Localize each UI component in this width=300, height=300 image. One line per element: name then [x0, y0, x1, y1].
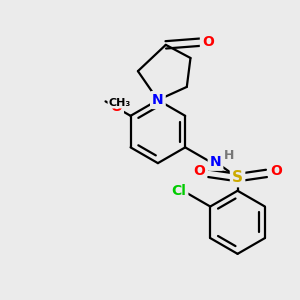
- Text: CH₃: CH₃: [108, 98, 130, 108]
- Text: O: O: [193, 164, 205, 178]
- Text: S: S: [232, 170, 243, 185]
- Text: N: N: [152, 93, 164, 107]
- Text: O: O: [202, 35, 214, 49]
- Text: O: O: [270, 164, 282, 178]
- Text: O: O: [110, 100, 122, 114]
- Text: N: N: [210, 155, 221, 169]
- Text: Cl: Cl: [172, 184, 186, 198]
- Text: H: H: [224, 149, 234, 162]
